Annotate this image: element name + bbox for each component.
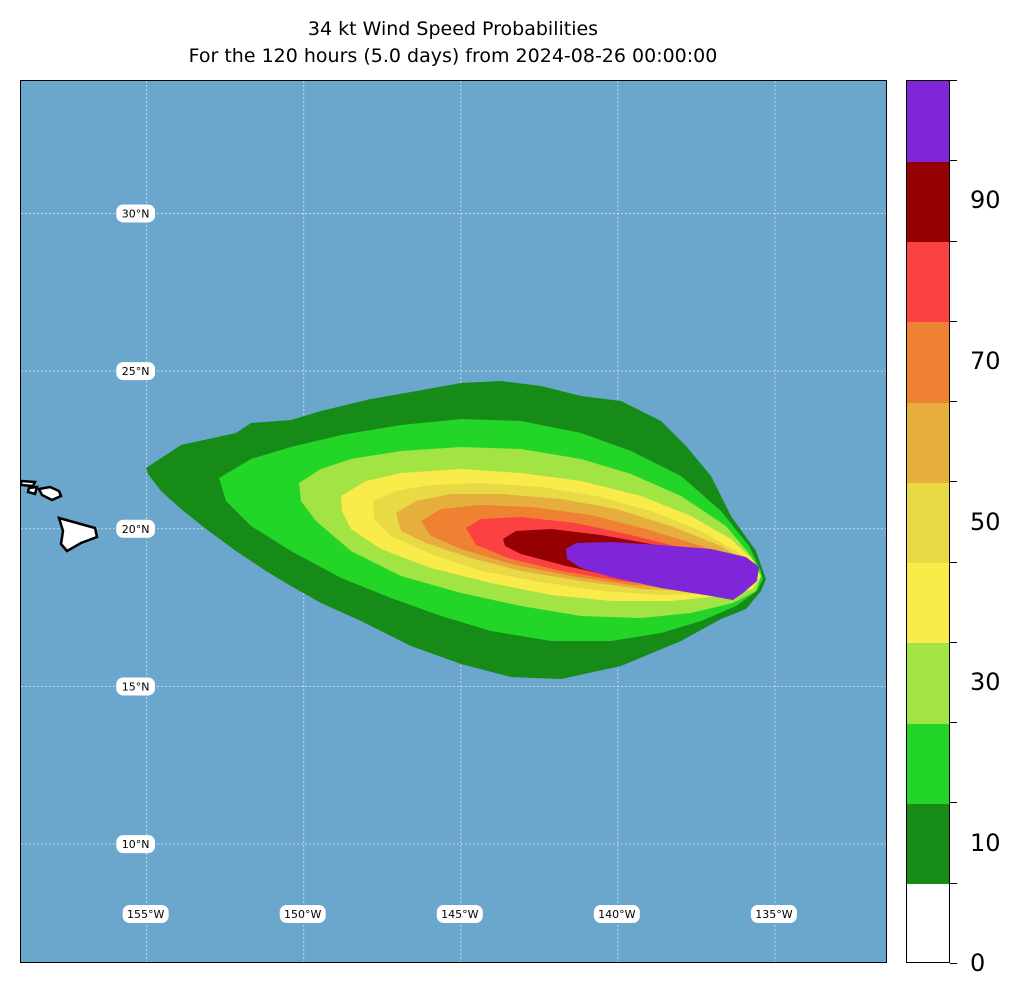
map-canvas: 30°N 25°N 20°N 15°N 10°N 155°W 150°W 145°W 140°W…: [21, 81, 886, 962]
colorbar-segment: [907, 81, 949, 162]
colorbar-tick: [950, 160, 957, 162]
colorbar: [906, 80, 950, 963]
svg-text:150°W: 150°W: [284, 908, 321, 921]
lat-label: 25°N: [116, 362, 156, 381]
colorbar-tick: [950, 320, 957, 322]
colorbar-segment: [907, 562, 949, 644]
colorbar-segment: [907, 883, 949, 962]
colorbar-tick: [950, 641, 957, 643]
colorbar-segment: [907, 642, 949, 724]
lat-label: 10°N: [116, 835, 156, 854]
colorbar-segment: [907, 402, 949, 483]
svg-text:145°W: 145°W: [441, 908, 478, 921]
colorbar-segment: [907, 161, 949, 243]
svg-text:155°W: 155°W: [127, 908, 164, 921]
colorbar-segment: [907, 723, 949, 804]
colorbar-segment: [907, 321, 949, 403]
colorbar-label: 70: [970, 346, 1001, 375]
lat-label: 15°N: [116, 677, 156, 696]
colorbar-tick: [950, 80, 957, 81]
colorbar-tick: [950, 963, 957, 964]
lon-label: 145°W: [436, 905, 483, 923]
colorbar-tick: [950, 802, 957, 804]
coordinate-labels: 30°N 25°N 20°N 15°N 10°N 155°W 150°W 145°W 140°W…: [116, 204, 797, 923]
colorbar-tick: [950, 561, 957, 563]
svg-text:135°W: 135°W: [755, 908, 792, 921]
svg-text:10°N: 10°N: [122, 838, 150, 851]
land-hawaii: [21, 479, 99, 553]
colorbar-label: 30: [970, 668, 1001, 697]
lon-label: 150°W: [279, 905, 326, 923]
svg-text:20°N: 20°N: [122, 523, 150, 536]
map-panel: 30°N 25°N 20°N 15°N 10°N 155°W 150°W 145°W 140°W…: [20, 80, 887, 963]
colorbar-tick: [950, 882, 957, 884]
chart-title: 34 kt Wind Speed Probabilities: [307, 18, 599, 40]
colorbar-tick: [950, 240, 957, 242]
lat-label: 30°N: [116, 204, 156, 223]
island-molokai-maui: [37, 485, 63, 502]
svg-text:30°N: 30°N: [122, 207, 150, 220]
probability-contours: [146, 381, 766, 679]
lon-label: 155°W: [122, 905, 169, 923]
colorbar-segment: [907, 482, 949, 564]
colorbar-segment: [907, 241, 949, 323]
lon-label: 135°W: [750, 905, 797, 923]
colorbar-label: 10: [970, 828, 1001, 857]
colorbar-tick: [950, 481, 957, 483]
island-kauai: [21, 479, 37, 488]
colorbar-tick: [950, 401, 957, 403]
svg-text:25°N: 25°N: [122, 365, 150, 378]
lat-label: 20°N: [116, 519, 156, 538]
island-big-island: [57, 516, 99, 553]
colorbar-segment: [907, 803, 949, 885]
contour-100: [566, 542, 759, 600]
island-oahu: [26, 485, 39, 496]
lon-label: 140°W: [593, 905, 640, 923]
chart-subtitle: For the 120 hours (5.0 days) from 2024-0…: [188, 45, 718, 67]
colorbar-label: 90: [970, 186, 1001, 215]
svg-text:140°W: 140°W: [598, 908, 635, 921]
colorbar-label: 0: [970, 949, 986, 977]
svg-text:15°N: 15°N: [122, 680, 150, 693]
colorbar-tick: [950, 722, 957, 724]
colorbar-label: 50: [970, 507, 1001, 536]
